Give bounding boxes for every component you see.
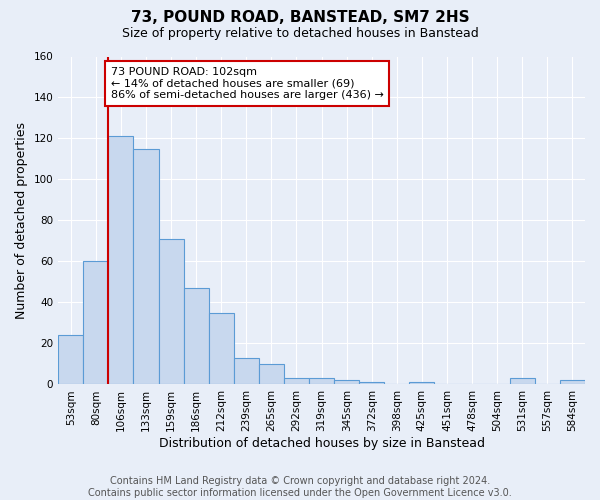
Bar: [58, 336, 83, 384]
Bar: [409, 382, 434, 384]
Bar: [133, 148, 158, 384]
Bar: [209, 312, 234, 384]
Bar: [234, 358, 259, 384]
Bar: [510, 378, 535, 384]
Text: 73, POUND ROAD, BANSTEAD, SM7 2HS: 73, POUND ROAD, BANSTEAD, SM7 2HS: [131, 10, 469, 25]
Bar: [158, 239, 184, 384]
Bar: [334, 380, 359, 384]
Bar: [109, 136, 133, 384]
Bar: [309, 378, 334, 384]
Bar: [83, 262, 109, 384]
Bar: [184, 288, 209, 384]
Y-axis label: Number of detached properties: Number of detached properties: [15, 122, 28, 319]
X-axis label: Distribution of detached houses by size in Banstead: Distribution of detached houses by size …: [158, 437, 485, 450]
Bar: [284, 378, 309, 384]
Bar: [359, 382, 385, 384]
Text: 73 POUND ROAD: 102sqm
← 14% of detached houses are smaller (69)
86% of semi-deta: 73 POUND ROAD: 102sqm ← 14% of detached …: [111, 66, 384, 100]
Text: Contains HM Land Registry data © Crown copyright and database right 2024.
Contai: Contains HM Land Registry data © Crown c…: [88, 476, 512, 498]
Bar: [259, 364, 284, 384]
Bar: [560, 380, 585, 384]
Text: Size of property relative to detached houses in Banstead: Size of property relative to detached ho…: [122, 28, 478, 40]
